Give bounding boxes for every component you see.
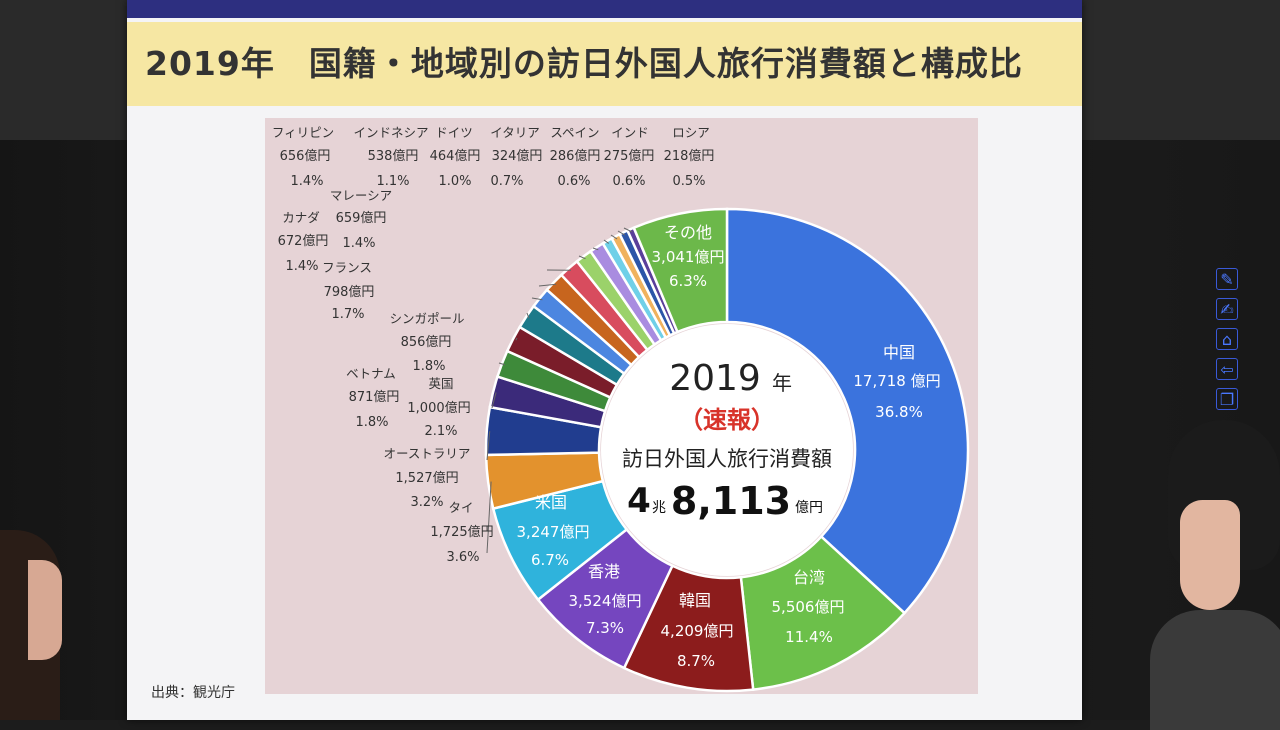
inside-label-name-1: 台湾 — [793, 568, 825, 587]
outside-label-share-14: 1.1% — [376, 174, 409, 189]
outside-label-share-8: 1.8% — [355, 415, 388, 430]
inside-label-share-3: 7.3% — [586, 619, 624, 637]
outside-label-share-6: 3.2% — [410, 495, 443, 510]
outside-label-name-17: スペイン — [550, 125, 599, 140]
outside-label-value-19: 218億円 — [664, 148, 715, 164]
outside-label-name-8: ベトナム — [346, 366, 396, 381]
pen-icon[interactable]: ✎ — [1216, 268, 1238, 290]
outside-label-name-16: イタリア — [490, 125, 540, 140]
outside-label-value-15: 464億円 — [430, 148, 481, 164]
window-icon[interactable]: ❐ — [1216, 388, 1238, 410]
outside-label-value-5: 1,725億円 — [430, 524, 493, 540]
outside-label-value-9: 856億円 — [401, 334, 452, 350]
audience-face — [28, 560, 62, 660]
center-total-oku: 8,113 — [671, 479, 791, 523]
source-note: 出典：観光庁 — [151, 682, 235, 702]
outside-label-value-14: 538億円 — [368, 148, 419, 164]
presenter-photo — [1150, 420, 1280, 720]
center-year-unit: 年 — [772, 371, 792, 395]
outside-label-name-9: シンガポール — [389, 311, 464, 326]
outside-label-share-12: 1.4% — [342, 236, 375, 251]
outside-label-share-16: 0.7% — [490, 174, 523, 189]
outside-label-value-18: 275億円 — [604, 148, 655, 164]
inside-label-value-20: 3,041億円 — [652, 248, 725, 266]
inside-label-name-20: その他 — [664, 223, 712, 242]
inside-label-share-20: 6.3% — [669, 272, 707, 290]
outside-label-value-13: 656億円 — [280, 148, 331, 164]
inside-label-name-0: 中国 — [883, 343, 915, 362]
inside-label-share-4: 6.7% — [531, 551, 569, 569]
outside-label-name-12: マレーシア — [330, 188, 392, 203]
edit-icon[interactable]: ✍ — [1216, 298, 1238, 320]
back-icon[interactable]: ⇦ — [1216, 358, 1238, 380]
outside-label-name-5: タイ — [448, 500, 473, 515]
inside-label-name-4: 米国 — [535, 493, 567, 512]
outside-label-share-11: 1.4% — [285, 259, 318, 274]
center-label: 訪日外国人旅行消費額 — [622, 447, 832, 471]
outside-label-share-17: 0.6% — [557, 174, 590, 189]
inside-label-value-3: 3,524億円 — [569, 592, 642, 610]
center-total-trillion: 4 — [627, 481, 651, 521]
presenter-body — [1150, 610, 1280, 730]
presenter-face — [1180, 500, 1240, 610]
center-year: 2019 — [669, 358, 761, 399]
outside-label-share-5: 3.6% — [446, 550, 479, 565]
outside-label-value-6: 1,527億円 — [395, 470, 458, 486]
inside-label-share-1: 11.4% — [785, 628, 833, 646]
inside-label-name-2: 韓国 — [679, 591, 711, 610]
outside-label-value-17: 286億円 — [550, 148, 601, 164]
inside-label-value-2: 4,209億円 — [661, 622, 734, 640]
outside-label-share-13: 1.4% — [290, 174, 323, 189]
outside-label-value-16: 324億円 — [492, 148, 543, 164]
outside-label-name-18: インド — [611, 125, 649, 140]
outside-label-name-13: フィリピン — [272, 125, 334, 140]
inside-label-name-3: 香港 — [588, 562, 620, 581]
outside-label-share-15: 1.0% — [438, 174, 471, 189]
inside-label-share-2: 8.7% — [677, 652, 715, 670]
outside-label-value-12: 659億円 — [336, 210, 387, 226]
outside-label-share-18: 0.6% — [612, 174, 645, 189]
inside-label-value-0: 17,718 億円 — [853, 372, 940, 390]
outside-label-value-10: 798億円 — [324, 284, 375, 300]
outside-label-name-7: 英国 — [428, 376, 453, 391]
inside-label-value-4: 3,247億円 — [517, 523, 590, 541]
home-icon[interactable]: ⌂ — [1216, 328, 1238, 350]
outside-label-name-11: カナダ — [282, 210, 320, 225]
center-total-unit-oku: 億円 — [795, 500, 823, 516]
inside-label-share-0: 36.8% — [875, 403, 923, 421]
outside-label-share-7: 2.1% — [424, 424, 457, 439]
center-total-unit-trillion: 兆 — [652, 500, 666, 516]
outside-label-share-10: 1.7% — [331, 307, 364, 322]
outside-label-value-11: 672億円 — [278, 233, 329, 249]
outside-label-name-15: ドイツ — [435, 125, 473, 140]
outside-label-value-7: 1,000億円 — [407, 400, 470, 416]
presentation-toolbar: ✎ ✍ ⌂ ⇦ ❐ — [1216, 268, 1240, 418]
outside-label-share-19: 0.5% — [672, 174, 705, 189]
outside-label-value-8: 871億円 — [349, 389, 400, 405]
outside-label-name-19: ロシア — [672, 125, 710, 140]
outside-label-name-14: インドネシア — [353, 125, 428, 140]
outside-label-share-9: 1.8% — [412, 359, 445, 374]
inside-label-value-1: 5,506億円 — [772, 598, 845, 616]
center-status: （速報） — [679, 406, 775, 434]
outside-label-name-10: フランス — [322, 260, 372, 275]
outside-label-name-6: オーストラリア — [384, 446, 471, 461]
